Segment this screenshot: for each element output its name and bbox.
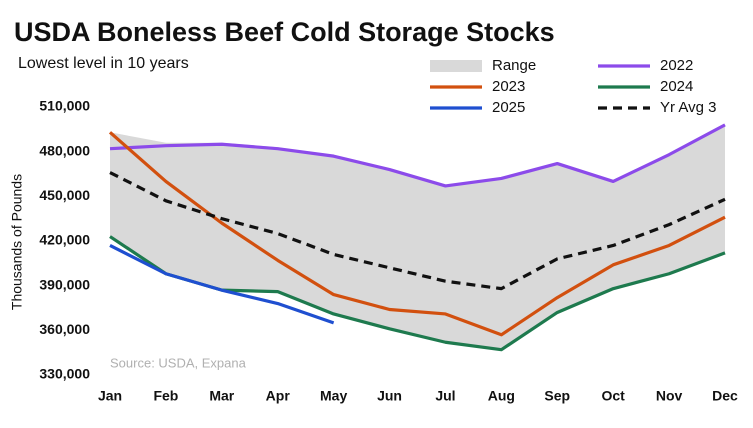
x-tick-label: Dec	[712, 388, 738, 404]
legend-label: Yr Avg 3	[660, 99, 716, 116]
chart-title: USDA Boneless Beef Cold Storage Stocks	[14, 17, 555, 47]
legend-label: 2025	[492, 99, 525, 116]
x-tick-label: Jun	[377, 388, 402, 404]
legend-label: Range	[492, 57, 536, 74]
x-tick-label: Mar	[209, 388, 234, 404]
source-note: Source: USDA, Expana	[110, 355, 247, 370]
y-axis-label: Thousands of Pounds	[9, 174, 25, 310]
y-tick-label: 510,000	[39, 98, 90, 114]
y-tick-label: 360,000	[39, 321, 90, 337]
series-line	[109, 171, 726, 291]
range-area	[110, 124, 725, 350]
x-tick-label: May	[320, 388, 347, 404]
y-tick-label: 330,000	[39, 366, 90, 382]
x-tick-label: Aug	[488, 388, 515, 404]
legend-label: 2022	[660, 57, 693, 74]
y-tick-label: 420,000	[39, 232, 90, 248]
x-tick-label: Jul	[435, 388, 455, 404]
y-tick-label: 450,000	[39, 187, 90, 203]
legend-label: 2024	[660, 78, 693, 95]
legend-label: 2023	[492, 78, 525, 95]
y-tick-label: 480,000	[39, 142, 90, 158]
x-tick-label: Nov	[656, 388, 683, 404]
x-tick-label: Jan	[98, 388, 122, 404]
legend-swatch	[430, 60, 482, 72]
series-line	[109, 244, 335, 325]
x-tick-label: Sep	[544, 388, 570, 404]
y-tick-label: 390,000	[39, 276, 90, 292]
x-tick-label: Apr	[266, 388, 291, 404]
x-tick-label: Feb	[153, 388, 178, 404]
x-tick-label: Oct	[602, 388, 626, 404]
series-line	[109, 123, 726, 188]
plot	[108, 123, 726, 352]
chart-subtitle: Lowest level in 10 years	[18, 55, 189, 72]
